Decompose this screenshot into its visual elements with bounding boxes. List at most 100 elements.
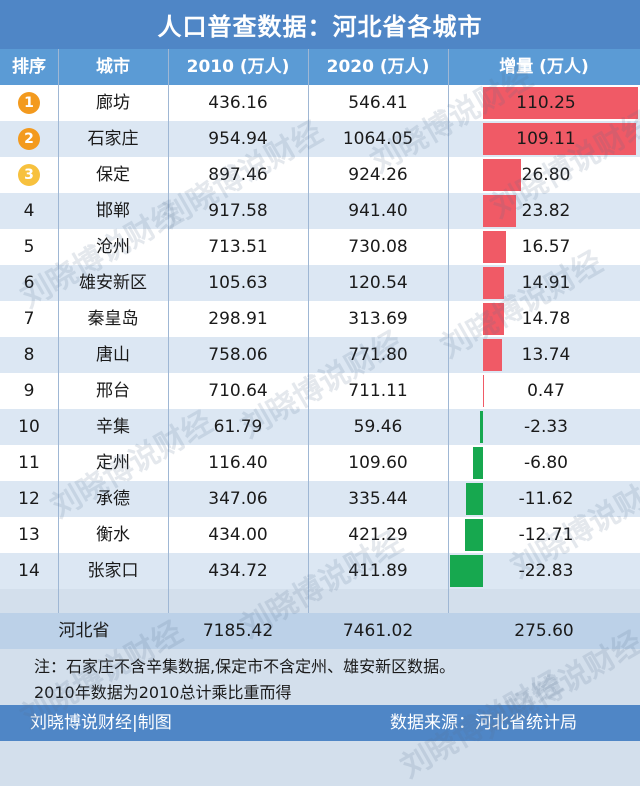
table-row: 12 承德 347.06 335.44 -11.62 xyxy=(0,481,640,517)
table-row: 11 定州 116.40 109.60 -6.80 xyxy=(0,445,640,481)
increase-label: -12.71 xyxy=(518,525,574,545)
value-2020: 421.29 xyxy=(348,525,408,545)
rank-number: 10 xyxy=(18,417,40,437)
increase-bar-negative xyxy=(450,555,483,587)
value-2020: 941.40 xyxy=(348,201,408,221)
increase-label: 16.57 xyxy=(521,237,571,257)
column-divider xyxy=(448,49,449,613)
header-city: 城市 xyxy=(96,57,130,77)
increase-label: 26.80 xyxy=(521,165,571,185)
rank-number: 5 xyxy=(23,237,35,257)
rank-medal-icon: 2 xyxy=(18,128,40,150)
value-2010: 434.00 xyxy=(208,525,268,545)
footer-author: 刘晓博说财经|制图 xyxy=(30,713,172,733)
city-name: 廊坊 xyxy=(96,93,130,113)
increase-label: 13.74 xyxy=(521,345,571,365)
header-2020: 2020 (万人) xyxy=(326,57,430,77)
increase-label: -11.62 xyxy=(518,489,574,509)
table-header: 排序 城市 2010 (万人) 2020 (万人) 增量 (万人) xyxy=(0,49,640,85)
column-divider xyxy=(58,49,59,613)
city-name: 保定 xyxy=(96,165,130,185)
city-name: 承德 xyxy=(96,489,130,509)
increase-bar-negative xyxy=(479,411,483,443)
rank-number: 6 xyxy=(23,273,35,293)
rank-number: 11 xyxy=(18,453,40,473)
city-name: 邢台 xyxy=(96,381,130,401)
value-2010: 917.58 xyxy=(208,201,268,221)
value-2020: 120.54 xyxy=(348,273,408,293)
increase-bar-positive xyxy=(483,303,504,335)
increase-label: 14.91 xyxy=(521,273,571,293)
footer: 刘晓博说财经|制图 数据来源：河北省统计局 xyxy=(0,705,640,741)
total-increase: 275.60 xyxy=(514,621,574,641)
value-2020: 59.46 xyxy=(353,417,403,437)
increase-bar-negative xyxy=(466,483,483,515)
increase-label: -6.80 xyxy=(524,453,568,473)
value-2010: 713.51 xyxy=(208,237,268,257)
increase-bar-positive xyxy=(483,123,637,155)
increase-bar-positive xyxy=(483,375,484,407)
value-2010: 105.63 xyxy=(208,273,268,293)
table-row: 8 唐山 758.06 771.80 13.74 xyxy=(0,337,640,373)
rank-number: 9 xyxy=(23,381,35,401)
value-2020: 924.26 xyxy=(348,165,408,185)
table-row: 9 邢台 710.64 711.11 0.47 xyxy=(0,373,640,409)
increase-label: -22.83 xyxy=(518,561,574,581)
total-2010: 7185.42 xyxy=(202,621,274,641)
rank-medal-icon: 1 xyxy=(18,92,40,114)
increase-label: 23.82 xyxy=(521,201,571,221)
city-name: 张家口 xyxy=(87,561,139,581)
increase-bar-negative xyxy=(473,447,483,479)
city-name: 秦皇岛 xyxy=(87,309,139,329)
increase-bar-positive xyxy=(483,87,638,119)
value-2010: 436.16 xyxy=(208,93,268,113)
increase-label: 110.25 xyxy=(516,93,576,113)
value-2020: 109.60 xyxy=(348,453,408,473)
table-row: 1 廊坊 436.16 546.41 110.25 xyxy=(0,85,640,121)
value-2020: 313.69 xyxy=(348,309,408,329)
value-2020: 335.44 xyxy=(348,489,408,509)
rank-medal-icon: 3 xyxy=(18,164,40,186)
footnote: 注：石家庄不含辛集数据,保定市不含定州、雄安新区数据。 2010年数据为2010… xyxy=(0,649,640,705)
table-row: 6 雄安新区 105.63 120.54 14.91 xyxy=(0,265,640,301)
table-row: 10 辛集 61.79 59.46 -2.33 xyxy=(0,409,640,445)
city-name: 辛集 xyxy=(96,417,130,437)
table-row: 2 石家庄 954.94 1064.05 109.11 xyxy=(0,121,640,157)
increase-bar-positive xyxy=(483,231,507,263)
table-row: 4 邯郸 917.58 941.40 23.82 xyxy=(0,193,640,229)
value-2010: 758.06 xyxy=(208,345,268,365)
increase-label: 0.47 xyxy=(527,381,565,401)
table-row: 3 保定 897.46 924.26 26.80 xyxy=(0,157,640,193)
total-city: 河北省 xyxy=(58,621,110,641)
value-2020: 411.89 xyxy=(348,561,408,581)
rank-number: 13 xyxy=(18,525,40,545)
value-2020: 730.08 xyxy=(348,237,408,257)
table-row: 14 张家口 434.72 411.89 -22.83 xyxy=(0,553,640,589)
header-increase: 增量 (万人) xyxy=(499,57,589,77)
table-row: 5 沧州 713.51 730.08 16.57 xyxy=(0,229,640,265)
table-row: 7 秦皇岛 298.91 313.69 14.78 xyxy=(0,301,640,337)
city-name: 沧州 xyxy=(96,237,130,257)
value-2020: 546.41 xyxy=(348,93,408,113)
column-divider xyxy=(308,49,309,613)
city-name: 唐山 xyxy=(96,345,130,365)
city-name: 定州 xyxy=(96,453,130,473)
value-2010: 710.64 xyxy=(208,381,268,401)
value-2010: 897.46 xyxy=(208,165,268,185)
rank-number: 14 xyxy=(18,561,40,581)
total-row: 河北省 7185.42 7461.02 275.60 xyxy=(0,613,640,649)
value-2010: 434.72 xyxy=(208,561,268,581)
column-divider xyxy=(168,49,169,613)
increase-label: 14.78 xyxy=(521,309,571,329)
table-row: 13 衡水 434.00 421.29 -12.71 xyxy=(0,517,640,553)
increase-bar-positive xyxy=(483,339,503,371)
city-name: 石家庄 xyxy=(87,129,139,149)
value-2020: 711.11 xyxy=(348,381,408,401)
header-2010: 2010 (万人) xyxy=(186,57,290,77)
value-2020: 1064.05 xyxy=(342,129,414,149)
total-2020: 7461.02 xyxy=(342,621,414,641)
city-name: 衡水 xyxy=(96,525,130,545)
value-2020: 771.80 xyxy=(348,345,408,365)
footnote-line-1: 注：石家庄不含辛集数据,保定市不含定州、雄安新区数据。 xyxy=(34,657,456,676)
value-2010: 298.91 xyxy=(208,309,268,329)
